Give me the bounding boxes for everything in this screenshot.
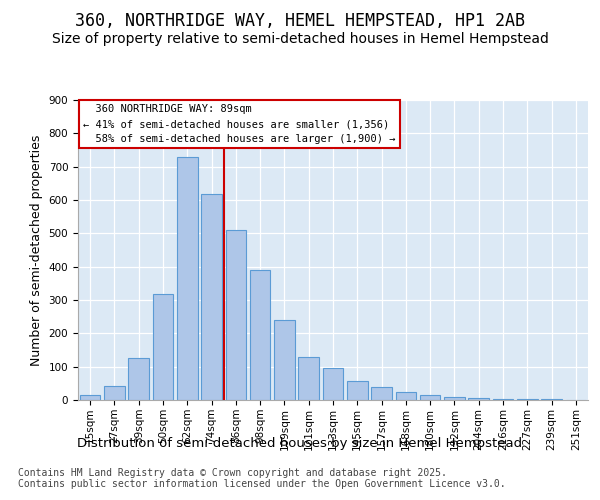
Bar <box>250 270 271 400</box>
Bar <box>80 395 100 400</box>
Bar <box>323 368 343 400</box>
Text: Distribution of semi-detached houses by size in Hemel Hempstead: Distribution of semi-detached houses by … <box>77 438 523 450</box>
Text: 360 NORTHRIDGE WAY: 89sqm
← 41% of semi-detached houses are smaller (1,356)
  58: 360 NORTHRIDGE WAY: 89sqm ← 41% of semi-… <box>83 104 395 144</box>
Bar <box>128 358 149 400</box>
Bar <box>371 388 392 400</box>
Bar <box>201 194 222 400</box>
Bar <box>469 398 489 400</box>
Text: Contains HM Land Registry data © Crown copyright and database right 2025.
Contai: Contains HM Land Registry data © Crown c… <box>18 468 506 489</box>
Y-axis label: Number of semi-detached properties: Number of semi-detached properties <box>30 134 43 366</box>
Bar <box>493 399 514 400</box>
Bar <box>347 381 368 400</box>
Bar <box>420 395 440 400</box>
Bar <box>226 230 246 400</box>
Text: Size of property relative to semi-detached houses in Hemel Hempstead: Size of property relative to semi-detach… <box>52 32 548 46</box>
Bar <box>298 358 319 400</box>
Bar <box>444 398 465 400</box>
Text: 360, NORTHRIDGE WAY, HEMEL HEMPSTEAD, HP1 2AB: 360, NORTHRIDGE WAY, HEMEL HEMPSTEAD, HP… <box>75 12 525 30</box>
Bar <box>395 392 416 400</box>
Bar <box>274 320 295 400</box>
Bar <box>177 156 197 400</box>
Bar <box>152 294 173 400</box>
Bar <box>104 386 125 400</box>
